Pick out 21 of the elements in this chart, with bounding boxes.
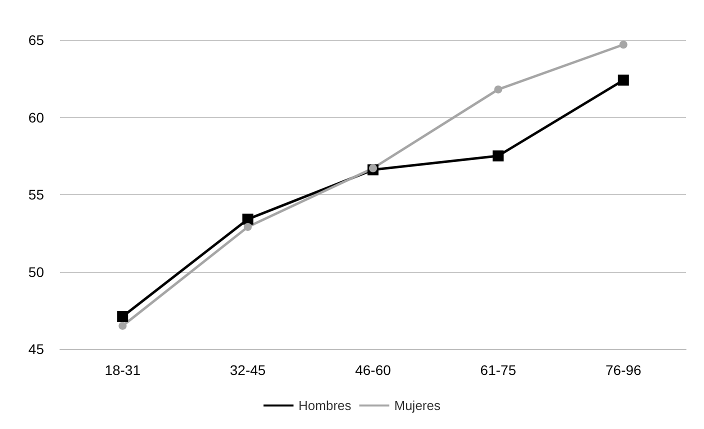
legend-label: Mujeres (394, 398, 441, 413)
point (618, 74, 629, 86)
point (244, 222, 252, 231)
x-tick-label: 18-31 (104, 362, 141, 378)
legend-label: Hombres (298, 398, 352, 413)
point (117, 311, 128, 322)
y-tick-label: 45 (28, 341, 44, 357)
point (242, 214, 254, 225)
x-tick-label: 76-96 (605, 362, 642, 378)
point (494, 85, 502, 94)
x-tick-label: 32-45 (230, 362, 266, 378)
point (118, 322, 127, 330)
y-tick-label: 50 (28, 264, 44, 280)
y-tick-label: 60 (28, 109, 44, 126)
x-tick-label: 61-75 (480, 362, 516, 378)
point (492, 150, 504, 162)
point (619, 40, 628, 49)
y-tick-label: 55 (28, 186, 44, 202)
y-tick-label: 65 (28, 32, 44, 48)
x-tick-label: 46-60 (355, 362, 392, 378)
point (369, 164, 377, 172)
